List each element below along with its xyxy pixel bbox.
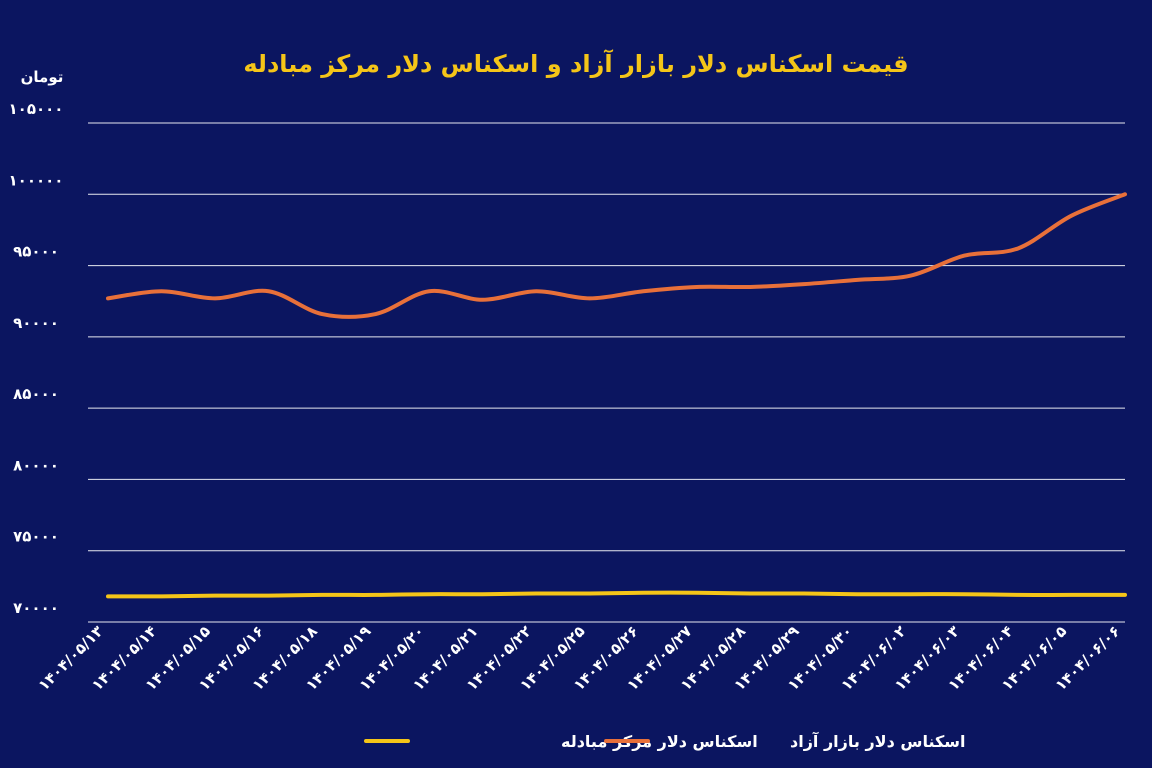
y-axis-ticks: ۷۰۰۰۰ ۷۵۰۰۰ ۸۰۰۰۰ ۸۵۰۰۰ ۹۰۰۰۰ ۹۵۰۰۰ ۱۰۰۰۰۰ ۱۰۵۰… — [9, 100, 64, 617]
legend: اسکناس دلار مرکز مبادله اسکناس دلار بازار… — [364, 731, 966, 751]
series-line-free-market — [106, 192, 1127, 319]
series-lines — [106, 192, 1127, 599]
y-tick-label: ۷۵۰۰۰ — [13, 528, 59, 546]
legend-label: اسکناس دلار مرکز مبادله — [561, 732, 758, 751]
chart-title: قیمت اسکناس دلار بازار آزاد و اسکناس دلا… — [243, 49, 908, 78]
y-tick-label: ۸۰۰۰۰ — [13, 456, 59, 474]
y-axis-unit-label: تومان — [21, 68, 64, 86]
x-axis-ticks: ۱۴۰۴/۰۵/۱۳۱۴۰۴/۰۵/۱۴۱۴۰۴/۰۵/۱۵۱۴۰۴/۰۵/۱۶… — [35, 622, 1124, 694]
y-tick-label: ۹۰۰۰۰ — [13, 314, 59, 332]
legend-label: اسکناس دلار بازار آزاد — [790, 731, 966, 751]
y-tick-label: ۸۵۰۰۰ — [13, 385, 59, 403]
gridlines — [88, 122, 1125, 623]
y-tick-label: ۷۰۰۰۰ — [13, 599, 59, 617]
y-tick-label: ۱۰۵۰۰۰ — [9, 100, 64, 118]
series-line-exchange-center — [106, 590, 1127, 599]
y-tick-label: ۹۵۰۰۰ — [13, 243, 59, 261]
y-tick-label: ۱۰۰۰۰۰ — [9, 171, 64, 189]
